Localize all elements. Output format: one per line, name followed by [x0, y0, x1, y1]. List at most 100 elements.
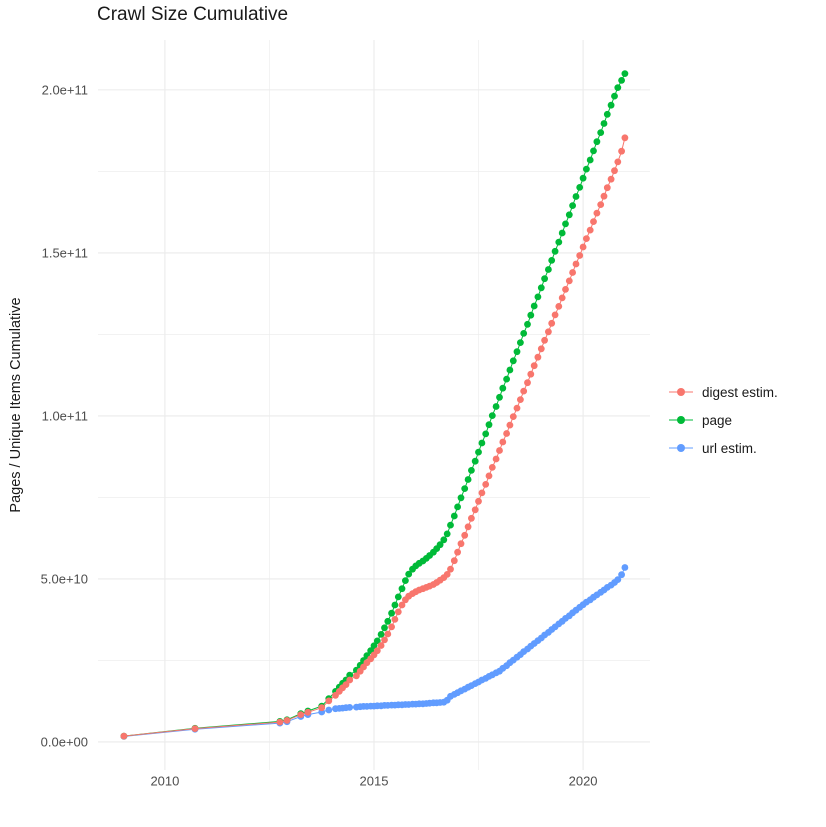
data-point-page: [614, 84, 622, 91]
data-point-digest: [576, 252, 584, 259]
data-point-digest: [499, 438, 507, 446]
data-point-page: [394, 593, 402, 601]
data-point-digest: [586, 226, 594, 234]
data-point-page: [482, 430, 490, 438]
data-point-digest: [482, 481, 490, 488]
data-point-page: [527, 311, 535, 319]
data-point-page: [597, 129, 605, 137]
data-point-digest: [398, 601, 406, 609]
data-point-digest: [391, 616, 399, 623]
y-tick-label: 1.0e+11: [41, 408, 88, 424]
data-point-page: [586, 156, 594, 164]
data-point-digest: [537, 345, 545, 353]
data-point-page: [506, 366, 514, 374]
data-point-digest: [524, 379, 531, 387]
data-point-digest: [276, 718, 284, 726]
data-point-page: [485, 421, 493, 429]
data-point-page: [496, 393, 503, 401]
data-point-page: [569, 202, 576, 210]
y-axis-title: Pages / Unique Items Cumulative: [8, 297, 24, 513]
data-point-digest: [611, 167, 618, 175]
x-tick-label: 2015: [359, 773, 389, 789]
legend-key-url-icon: [669, 444, 693, 452]
data-point-page: [555, 238, 563, 246]
data-point-digest: [541, 336, 548, 344]
data-point-page: [391, 601, 399, 609]
data-point-page: [530, 302, 538, 310]
legend-item-page: page: [668, 406, 778, 434]
data-point-digest: [373, 647, 381, 655]
data-point-digest: [551, 311, 559, 319]
data-point-digest: [496, 447, 503, 454]
data-point-page: [513, 348, 521, 356]
data-point-digest: [381, 636, 388, 644]
series-digest: [120, 134, 629, 740]
data-point-page: [436, 541, 444, 549]
data-point-digest: [509, 413, 517, 420]
data-point-url: [346, 704, 354, 711]
data-point-page: [488, 412, 496, 419]
data-point-digest: [488, 464, 496, 471]
data-point-url: [614, 576, 622, 583]
data-point-digest: [590, 218, 597, 226]
legend: digest estim. page url estim.: [668, 378, 778, 462]
data-point-page: [384, 617, 392, 625]
data-point-page: [503, 375, 510, 383]
data-point-page: [475, 448, 482, 456]
data-point-digest: [562, 286, 569, 293]
data-point-url: [621, 564, 629, 571]
data-point-page: [621, 70, 629, 77]
data-point-page: [402, 577, 409, 584]
data-point-page: [541, 275, 548, 283]
data-point-page: [370, 642, 378, 650]
data-point-url: [325, 706, 333, 714]
data-point-digest: [517, 396, 524, 403]
data-point-digest: [618, 147, 625, 155]
data-point-digest: [506, 421, 514, 429]
data-point-page: [447, 521, 454, 529]
data-point-digest: [443, 571, 451, 578]
data-point-digest: [304, 708, 312, 716]
data-point-page: [464, 476, 472, 483]
data-point-digest: [572, 260, 580, 268]
data-point-page: [534, 293, 542, 301]
data-point-page: [346, 671, 354, 679]
data-point-digest: [457, 540, 465, 548]
data-point-page: [450, 512, 458, 520]
data-point-digest: [461, 531, 469, 539]
data-point-digest: [503, 430, 510, 437]
data-point-page: [381, 624, 388, 632]
data-point-page: [607, 101, 615, 109]
data-point-digest: [565, 277, 573, 285]
legend-key-digest-icon: [669, 388, 693, 396]
data-point-digest: [545, 328, 552, 336]
data-point-page: [457, 494, 465, 502]
data-point-page: [583, 165, 590, 173]
data-point-page: [576, 184, 584, 191]
data-point-digest: [621, 134, 629, 142]
data-point-page: [590, 147, 597, 155]
legend-key-page-icon: [669, 416, 693, 424]
data-point-digest: [593, 209, 601, 217]
data-point-page: [579, 174, 587, 182]
data-point-page: [603, 110, 611, 118]
data-point-digest: [377, 642, 385, 649]
data-point-page: [600, 120, 608, 127]
data-point-page: [537, 284, 545, 292]
data-point-digest: [464, 523, 472, 531]
data-point-digest: [447, 565, 454, 573]
data-point-digest: [534, 353, 542, 361]
data-point-digest: [454, 548, 461, 556]
y-tick-label: 1.5e+11: [41, 245, 88, 261]
data-point-digest: [558, 294, 566, 302]
data-point-digest: [353, 672, 360, 680]
data-point-digest: [579, 243, 587, 251]
data-point-digest: [530, 362, 538, 370]
data-point-digest: [583, 235, 590, 243]
data-point-digest: [450, 557, 458, 565]
data-point-page: [524, 320, 531, 328]
legend-label-page: page: [702, 412, 733, 428]
legend-label-url: url estim.: [702, 440, 757, 456]
data-point-digest: [388, 623, 395, 631]
